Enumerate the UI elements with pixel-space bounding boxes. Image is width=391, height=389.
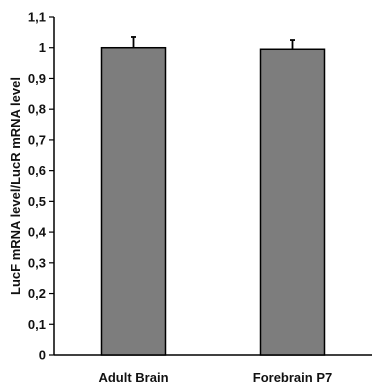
y-tick-label: 0,9: [28, 71, 46, 86]
y-tick-label: 0,3: [28, 255, 46, 270]
y-tick-label: 0,2: [28, 286, 46, 301]
bars: [100, 36, 326, 356]
labels: Adult Brain Forebrain P7 LucF mRNA level/L…: [8, 77, 332, 385]
y-tick-label: 0,7: [28, 132, 46, 147]
y-tick-label: 1: [39, 40, 46, 55]
bar: [100, 46, 167, 356]
axes: 0 0,1 0,2 0,3 0,4 0,5 0,6 0,7 0,8 0,9 1 1,1: [28, 10, 372, 363]
bar: [259, 48, 326, 356]
y-tick-label: 0,6: [28, 163, 46, 178]
y-axis-title: LucF mRNA level/LucR mRNA level: [8, 77, 23, 295]
x-category-label: Adult Brain: [98, 370, 168, 385]
y-tick-label: 0,5: [28, 194, 46, 209]
y-tick-label: 1,1: [28, 10, 46, 25]
y-tick-label: 0,1: [28, 317, 46, 332]
y-tick-label: 0,8: [28, 102, 46, 117]
y-tick-label: 0: [39, 348, 46, 363]
y-tick-label: 0,4: [28, 225, 47, 240]
x-category-label: Forebrain P7: [253, 370, 332, 385]
